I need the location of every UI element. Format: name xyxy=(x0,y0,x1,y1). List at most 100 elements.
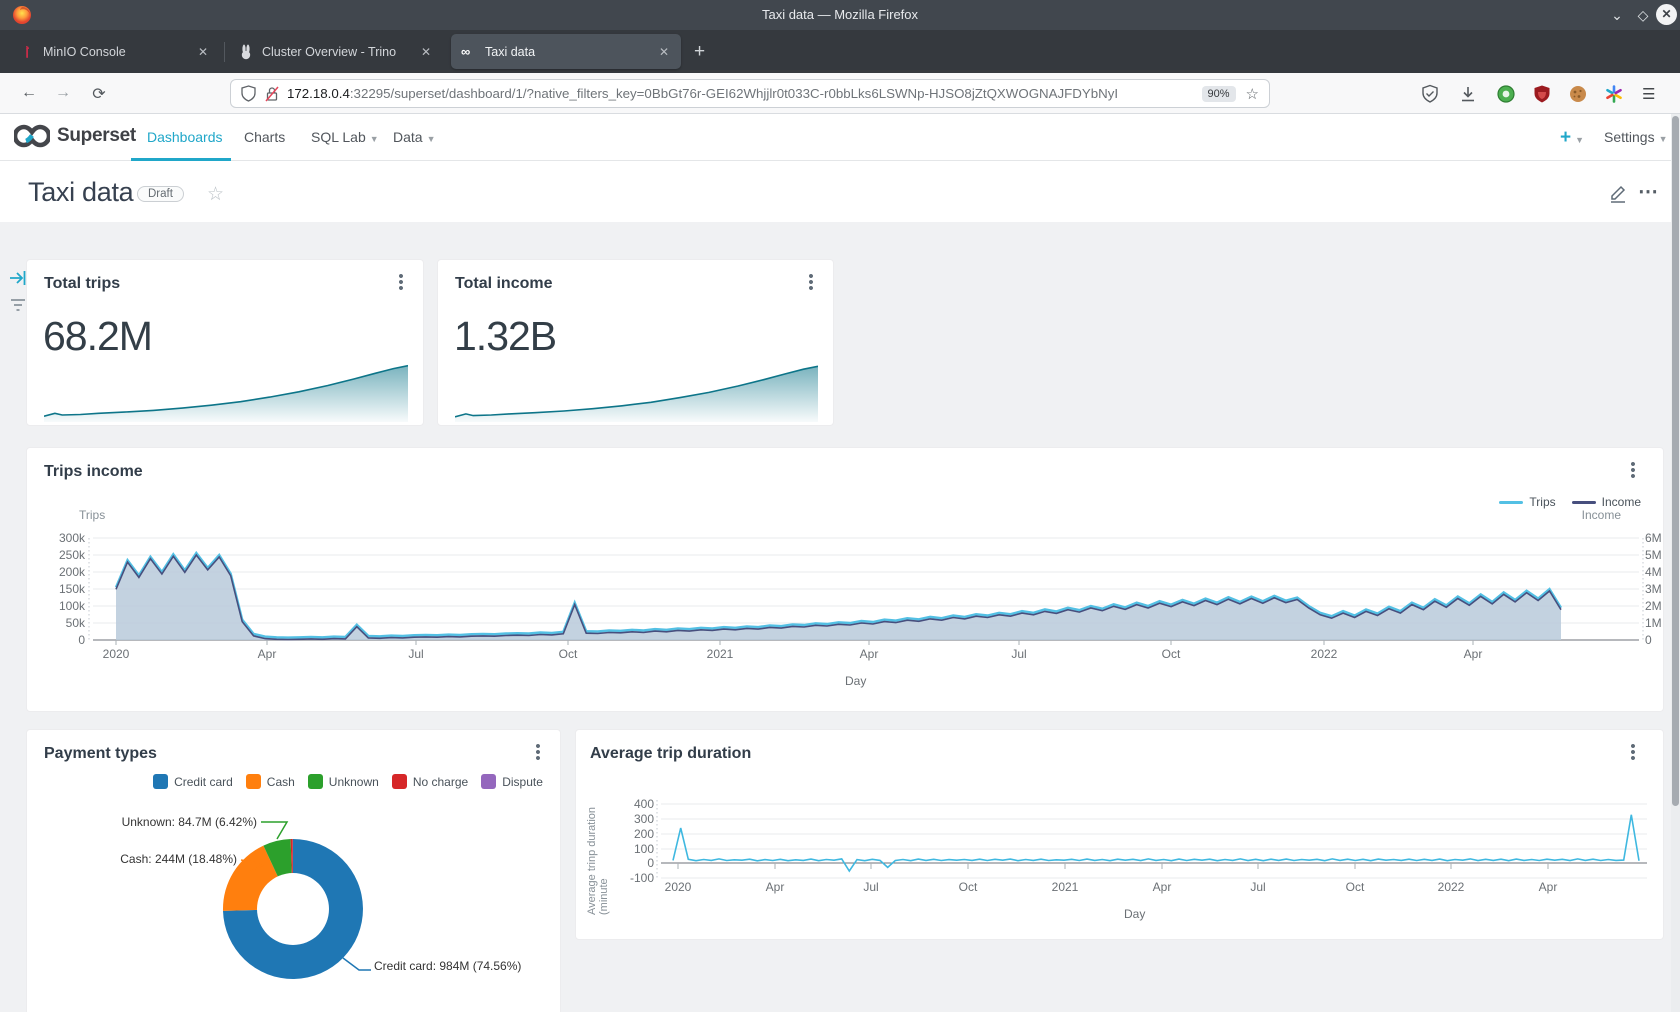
x-tick: 2020 xyxy=(102,647,130,661)
nav-dashboards[interactable]: Dashboards xyxy=(147,129,223,145)
legend-swatch xyxy=(1499,500,1524,504)
card-menu-icon[interactable]: • • • xyxy=(808,268,814,297)
x-tick: 2021 xyxy=(1051,880,1079,894)
legend-item-unknown[interactable]: Unknown xyxy=(307,774,379,789)
window-titlebar: Taxi data — Mozilla Firefox ⌄ ◇ ✕ xyxy=(0,0,1680,30)
legend-item-cash[interactable]: Cash xyxy=(245,774,295,789)
card-title: Total trips xyxy=(44,275,121,292)
favorite-star-icon[interactable]: ☆ xyxy=(207,184,225,205)
x-tick: Apr xyxy=(859,647,879,661)
card-menu-icon[interactable]: • • • xyxy=(398,268,404,297)
legend-swatch xyxy=(307,774,323,789)
card-avg-trip-duration: Average trip duration • • • Average trinp … xyxy=(575,729,1664,940)
ublock-shield-icon[interactable] xyxy=(1532,84,1552,104)
legend-swatch xyxy=(153,774,169,789)
legend-item-dispute[interactable]: Dispute xyxy=(481,774,543,789)
protections-shield-icon[interactable] xyxy=(1420,84,1440,104)
left-axis-title: Trips xyxy=(79,508,106,522)
expand-filter-bar-icon[interactable] xyxy=(8,268,28,288)
pinwheel-extension-icon[interactable] xyxy=(1604,84,1624,104)
edit-pencil-icon[interactable] xyxy=(1608,183,1628,203)
y-right-tick: 3M xyxy=(1645,582,1662,596)
y-left-tick: 150k xyxy=(58,582,85,596)
card-menu-icon[interactable]: • • • xyxy=(535,738,541,767)
legend-item-no-charge[interactable]: No charge xyxy=(391,774,469,789)
card-title: Payment types xyxy=(44,745,157,762)
superset-logo xyxy=(14,124,50,148)
legend-label: No charge xyxy=(412,774,469,789)
y-tick: 200 xyxy=(633,827,654,841)
active-tab-indicator xyxy=(131,158,231,161)
x-tick: Apr xyxy=(1463,647,1483,661)
new-tab-button[interactable]: + xyxy=(694,41,706,62)
chevron-down-icon: ▼ xyxy=(1658,134,1668,144)
x-tick: Oct xyxy=(558,647,578,661)
filter-funnel-icon[interactable] xyxy=(9,297,27,313)
duration-chart[interactable] xyxy=(576,730,1663,939)
donut-slice-credit-card[interactable] xyxy=(223,839,363,979)
card-menu-icon[interactable]: • • • xyxy=(1630,738,1636,767)
nav-data[interactable]: Data ▼ xyxy=(393,129,436,145)
tab-trino[interactable]: Cluster Overview - Trino ✕ xyxy=(228,34,443,69)
minio-icon xyxy=(26,45,29,58)
download-icon[interactable] xyxy=(1458,84,1478,104)
x-tick: Jul xyxy=(863,880,879,894)
tab-close-icon[interactable]: ✕ xyxy=(420,44,431,59)
cookie-extension-icon[interactable] xyxy=(1568,84,1588,104)
x-axis-label: Day xyxy=(1124,907,1146,921)
legend-label: Unknown xyxy=(328,774,379,789)
y-tick: 400 xyxy=(633,797,654,811)
window-close-button[interactable]: ✕ xyxy=(1656,4,1677,25)
legend-item-credit-card[interactable]: Credit card xyxy=(153,774,233,789)
dashboard-header: Taxi data Draft ☆ ⋯ xyxy=(0,161,1680,222)
right-axis-title: Income xyxy=(1581,508,1621,522)
x-tick: 2022 xyxy=(1437,880,1465,894)
nav-settings[interactable]: Settings ▼ xyxy=(1604,129,1668,145)
bookmark-star-icon[interactable]: ☆ xyxy=(1245,85,1259,103)
scrollbar-thumb[interactable] xyxy=(1672,116,1679,806)
chevron-down-icon: ▼ xyxy=(1575,135,1585,145)
total-trips-sparkline[interactable] xyxy=(44,364,408,422)
tab-minio-console[interactable]: MinIO Console ✕ xyxy=(9,34,220,69)
add-new-button[interactable]: + ▼ xyxy=(1560,127,1585,148)
back-button[interactable]: ← xyxy=(21,84,37,101)
page-title: Taxi data xyxy=(28,177,134,207)
nav-sql-lab[interactable]: SQL Lab ▼ xyxy=(311,129,379,145)
green-extension-icon[interactable] xyxy=(1496,84,1516,104)
total-income-sparkline[interactable] xyxy=(455,364,818,422)
payment-donut-chart[interactable] xyxy=(27,730,562,1012)
x-tick: Jul xyxy=(408,647,424,661)
legend-item-trips[interactable]: Trips xyxy=(1499,495,1556,509)
tab-close-icon[interactable]: ✕ xyxy=(658,44,669,59)
legend-label: Dispute xyxy=(502,774,543,789)
y-left-tick: 300k xyxy=(58,531,85,545)
y-left-tick: 200k xyxy=(58,565,85,579)
card-payment-types: Payment types • • • Credit card Cash Unknown… xyxy=(26,729,561,1012)
shield-icon[interactable] xyxy=(241,85,256,102)
big-number-value: 1.32B xyxy=(454,313,557,359)
insecure-lock-icon[interactable] xyxy=(265,86,279,102)
zoom-indicator[interactable]: 90% xyxy=(1201,85,1236,102)
card-menu-icon[interactable]: • • • xyxy=(1630,456,1636,485)
trips-income-chart[interactable] xyxy=(27,448,1663,711)
superset-brand[interactable]: Superset xyxy=(14,123,136,149)
x-axis-label: Day xyxy=(845,674,867,688)
legend-item-income[interactable]: Income xyxy=(1571,495,1641,509)
x-tick: Oct xyxy=(958,880,978,894)
y-right-tick: 5M xyxy=(1645,548,1662,562)
tab-close-icon[interactable]: ✕ xyxy=(197,44,208,59)
nav-charts[interactable]: Charts xyxy=(244,129,286,145)
url-text[interactable]: 172.18.0.4:32295/superset/dashboard/1/?n… xyxy=(287,86,1119,101)
x-tick: Oct xyxy=(1161,647,1181,661)
y-left-tick: 250k xyxy=(58,548,85,562)
tab-label: Cluster Overview - Trino xyxy=(262,44,397,59)
menu-button[interactable]: ☰ xyxy=(1642,86,1656,103)
window-maximize-icon[interactable]: ◇ xyxy=(1637,7,1649,23)
window-minimize-icon[interactable]: ⌄ xyxy=(1611,7,1623,23)
header-more-actions-icon[interactable]: ⋯ xyxy=(1638,181,1659,203)
tab-separator xyxy=(224,42,225,62)
url-bar[interactable]: 172.18.0.4:32295/superset/dashboard/1/?n… xyxy=(230,79,1270,108)
reload-button[interactable]: ⟳ xyxy=(92,86,106,103)
forward-button[interactable]: → xyxy=(55,84,71,101)
tab-taxi-data[interactable]: ∞ Taxi data ✕ xyxy=(451,34,681,69)
